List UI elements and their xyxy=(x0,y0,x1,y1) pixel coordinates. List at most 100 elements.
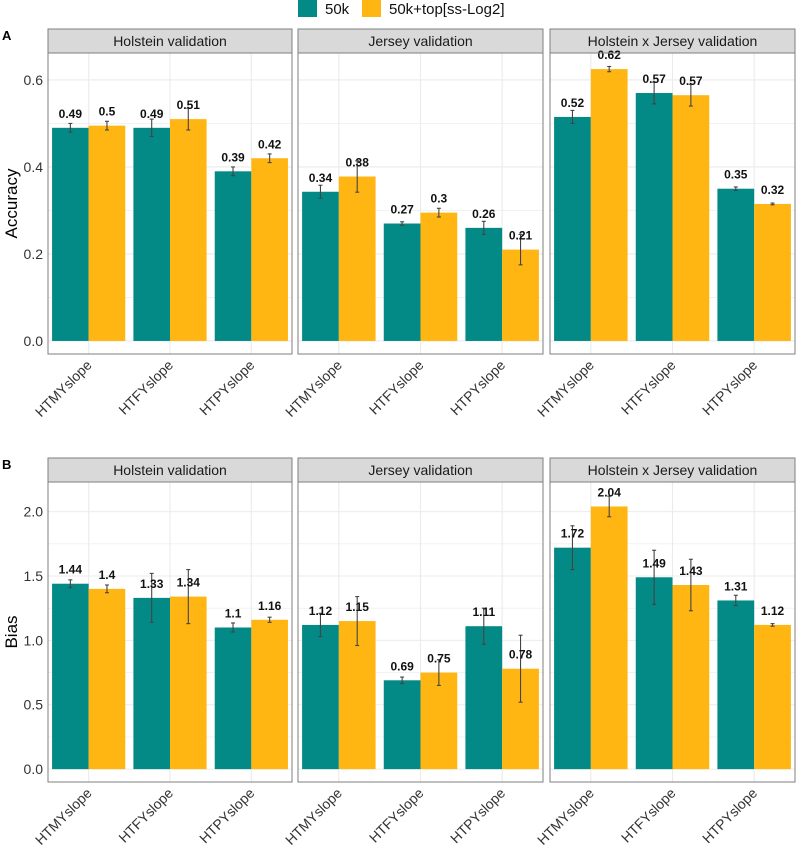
error-bar xyxy=(400,221,405,226)
error-bar xyxy=(652,549,657,605)
error-bar xyxy=(436,207,441,218)
x-tick-label: HTFYslope xyxy=(618,785,679,846)
x-tick-label: HTFYslope xyxy=(115,785,176,846)
panel-border xyxy=(297,52,544,355)
data-label: 1.72 xyxy=(561,527,585,541)
error-bar xyxy=(149,572,154,623)
x-tick-label: HTFYslope xyxy=(366,357,427,418)
y-tick-label: 1.5 xyxy=(24,568,44,584)
bar xyxy=(302,191,339,341)
error-bar xyxy=(652,81,657,105)
x-tick-label: HTPYslope xyxy=(447,785,509,847)
data-label: 0.78 xyxy=(509,648,533,662)
data-label: 0.57 xyxy=(679,74,703,88)
data-label: 0.57 xyxy=(642,72,666,86)
bar xyxy=(338,176,376,341)
panel-tag: B xyxy=(2,457,11,472)
data-label: 0.52 xyxy=(561,96,585,110)
data-label: 0.26 xyxy=(472,207,496,221)
panel-border xyxy=(549,52,796,355)
bar xyxy=(635,577,673,770)
legend-swatch-top xyxy=(362,0,381,17)
chart-panel-A: A 0.0 0.2 0.4 0.6 Accuracy Holstein validation… xyxy=(2,28,796,420)
data-label: 1.33 xyxy=(140,577,164,591)
bar xyxy=(383,223,421,341)
error-bar xyxy=(267,616,272,623)
facet: Holstein x Jersey validation 0.52 0.62 HTMY… xyxy=(534,28,796,420)
legend: 50k 50k+top[ss-Log2] xyxy=(298,0,505,18)
error-bar xyxy=(436,659,441,686)
bar xyxy=(590,506,628,770)
bar xyxy=(88,125,126,341)
error-bar xyxy=(68,122,73,133)
error-bar xyxy=(733,186,738,192)
data-label: 1.44 xyxy=(59,563,83,577)
data-label: 1.31 xyxy=(724,579,748,593)
x-tick-label: HTMYslope xyxy=(534,785,597,848)
data-label: 1.34 xyxy=(177,576,201,590)
bar xyxy=(672,95,710,341)
error-bar xyxy=(607,495,612,518)
legend-label-top: 50k+top[ss-Log2] xyxy=(389,1,505,18)
bar xyxy=(214,171,252,341)
data-label: 0.21 xyxy=(509,229,533,243)
y-tick-label: 0.0 xyxy=(24,761,44,777)
error-bar xyxy=(688,558,693,612)
error-bar xyxy=(688,83,693,107)
bar xyxy=(133,597,170,770)
panel-border xyxy=(549,481,796,783)
x-tick-label: HTPYslope xyxy=(699,785,761,847)
error-bar xyxy=(400,676,405,685)
data-label: 1.11 xyxy=(472,605,495,619)
bar xyxy=(170,119,207,341)
bar xyxy=(214,627,252,770)
panel-tag: A xyxy=(2,28,12,43)
bar xyxy=(754,203,791,341)
error-bar xyxy=(104,584,109,594)
error-bar xyxy=(318,612,323,638)
bar xyxy=(52,127,89,341)
facet-strip xyxy=(549,457,796,483)
error-bar xyxy=(231,622,236,633)
bar xyxy=(465,626,503,770)
legend-label-50k: 50k xyxy=(325,1,350,18)
x-tick-label: HTFYslope xyxy=(115,357,176,418)
error-bar xyxy=(481,607,486,645)
x-tick-label: HTPYslope xyxy=(699,357,761,419)
x-tick-label: HTMYslope xyxy=(32,785,95,848)
facet-title: Holstein validation xyxy=(113,462,227,478)
bar xyxy=(251,158,288,341)
error-bar xyxy=(570,525,575,571)
data-label: 0.39 xyxy=(221,150,245,164)
error-bar xyxy=(607,65,612,73)
error-bar xyxy=(318,184,323,199)
y-tick-label: 0.4 xyxy=(24,159,44,175)
bar xyxy=(88,588,126,770)
data-label: 0.69 xyxy=(390,659,414,673)
error-bar xyxy=(518,233,523,266)
error-bar xyxy=(770,623,775,627)
data-label: 0.34 xyxy=(309,171,333,185)
data-label: 0.49 xyxy=(140,107,164,121)
bar xyxy=(717,188,755,341)
data-label: 0.27 xyxy=(390,203,414,217)
y-tick-label: 0.2 xyxy=(24,246,44,262)
bar xyxy=(717,600,755,770)
bar xyxy=(465,227,503,341)
bar xyxy=(383,680,421,770)
bar xyxy=(170,596,207,770)
bar xyxy=(672,585,710,770)
data-label: 1.12 xyxy=(309,604,333,618)
facet-title: Holstein validation xyxy=(113,33,227,49)
error-bar xyxy=(186,107,191,131)
bar xyxy=(52,583,89,770)
y-tick-label: 1.0 xyxy=(24,632,44,648)
x-tick-label: HTFYslope xyxy=(618,357,679,418)
error-bar xyxy=(518,634,523,703)
bar xyxy=(754,624,791,770)
data-label: 0.3 xyxy=(431,192,448,206)
x-tick-label: HTMYslope xyxy=(32,357,95,420)
panel-border xyxy=(297,481,544,783)
bar xyxy=(420,212,458,341)
